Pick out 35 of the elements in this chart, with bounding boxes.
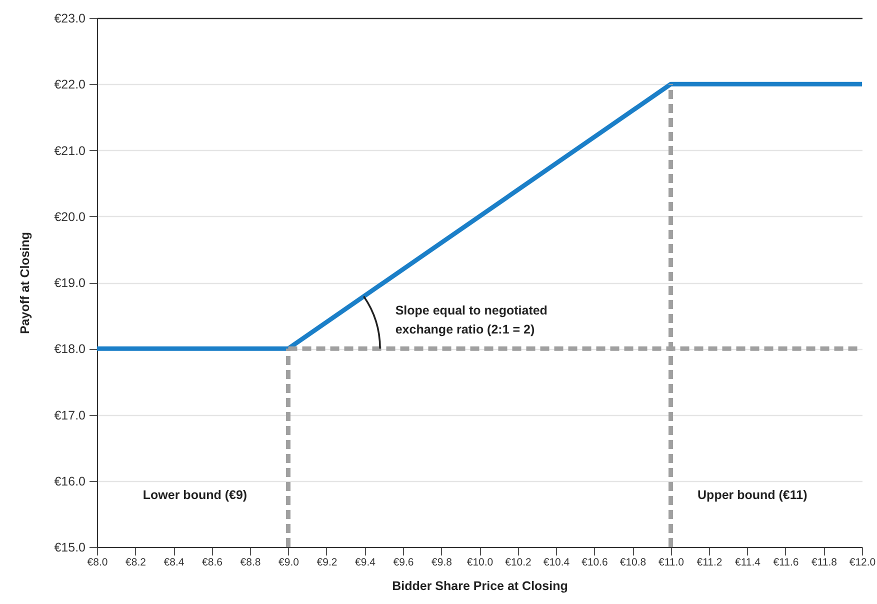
x-tick-label: €10.2 [505,556,532,568]
y-tick-label: €19.0 [54,276,86,290]
x-tick-label: €9.8 [432,556,452,568]
annotation: Slope equal to negotiated exchange ratio (2:1 = 2) [395,303,548,336]
x-tick-label: €11.0 [658,556,684,568]
x-tick-label: €9.2 [316,556,338,568]
x-tick-label: €8.0 [87,556,108,568]
y-tick-label: €18.0 [54,342,86,356]
x-tick-label: €9.0 [278,556,300,568]
x-tick-label: €10.8 [620,556,646,568]
x-tick-label: €8.4 [164,556,184,568]
y-tick-label: €21.0 [54,144,86,158]
x-tick-label: €10.6 [582,556,608,568]
x-tick-label: €11.8 [812,556,838,568]
x-tick-label: €10.0 [466,556,494,568]
y-tick-label: €22.0 [54,78,86,92]
annotation: Lower bound (€9) [142,488,248,502]
x-tick-label: €9.4 [355,556,376,568]
y-tick-label: €20.0 [54,210,86,224]
x-tick-label: €10.4 [543,556,570,568]
y-axis-title: Payoff at Closing [18,232,32,334]
x-tick-label: €9.6 [393,556,414,568]
x-axis-title: Bidder Share Price at Closing [392,579,568,593]
y-tick-label: €15.0 [54,540,86,554]
x-tick-label: €11.2 [696,556,722,568]
annotation: Upper bound (€11) [698,488,808,502]
x-tick-label: €8.6 [202,556,223,568]
x-tick-label: €11.4 [735,556,761,568]
y-tick-label: €23.0 [54,12,86,26]
y-tick-label: €17.0 [54,408,86,422]
y-tick-label: €16.0 [54,474,86,488]
x-tick-label: €8.8 [240,556,261,568]
x-tick-label: €8.2 [126,556,146,568]
x-tick-label: €12.0 [849,556,876,568]
x-tick-label: €11.6 [773,556,799,568]
